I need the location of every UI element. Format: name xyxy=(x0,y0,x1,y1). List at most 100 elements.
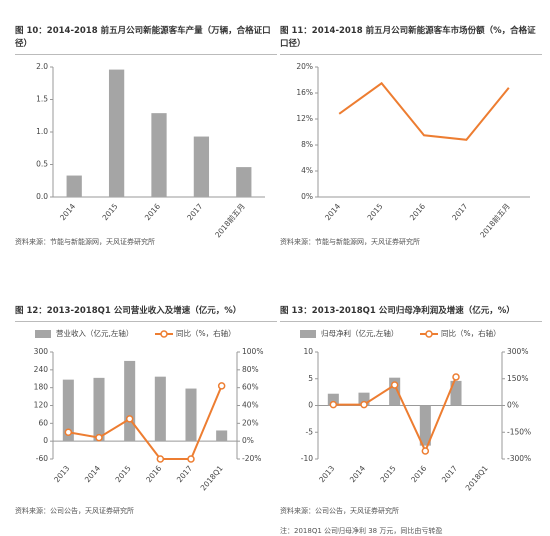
x-tick-label: 2017 xyxy=(440,464,459,485)
y-tick-label: 80% xyxy=(242,365,259,374)
y-tick-label: 240 xyxy=(34,365,49,374)
legend-swatch xyxy=(161,331,167,337)
y-tick-label: 0 xyxy=(43,436,48,445)
x-tick-label: 2014 xyxy=(58,202,77,223)
chart-panel: 图 11：2014-2018 前五月公司新能源客车市场份额（%，合格证口径） 0%… xyxy=(280,25,542,239)
line-marker xyxy=(188,456,194,462)
y-tick-label: 20% xyxy=(296,62,313,71)
line-marker xyxy=(127,416,133,422)
y-tick-label: -60 xyxy=(36,454,48,463)
x-tick-label: 2018前五月 xyxy=(212,201,246,239)
x-tick-label: 2015 xyxy=(365,202,384,223)
y-tick-label: 100% xyxy=(242,347,263,356)
line xyxy=(339,83,509,140)
legend-label: 营业收入（亿元,左轴） xyxy=(56,328,133,338)
x-tick-label: 2014 xyxy=(323,202,342,223)
y-tick-label: 5 xyxy=(308,374,313,383)
line-marker xyxy=(96,435,102,441)
bar xyxy=(93,378,104,441)
bar xyxy=(194,137,209,197)
x-tick-label: 2017 xyxy=(450,202,469,223)
footnote: 注：2018Q1 公司归母净利 38 万元，同比由亏转盈 xyxy=(280,526,442,536)
x-tick-label: 2018Q1 xyxy=(199,464,225,493)
x-tick-label: 2016 xyxy=(144,464,163,485)
chart-panel: 图 12：2013-2018Q1 公司营业收入及增速（亿元，%） -60 0 60 12… xyxy=(15,305,277,501)
y-tick-label: 16% xyxy=(296,88,313,97)
y-tick-label: 4% xyxy=(301,166,313,175)
chart: -60060120180240300-20%0%20%40%60%80%100%… xyxy=(15,326,277,501)
y-tick-label: 0% xyxy=(507,401,519,410)
x-tick-label: 2016 xyxy=(409,464,428,485)
source-note: 资料来源：节能与新能源网，天风证券研究所 xyxy=(15,237,155,247)
y-tick-label: -10 xyxy=(301,454,313,463)
chart: -10 -5 0 5 10 -300% -150% 0% 150% 300% 2013 2014 201… xyxy=(280,326,542,501)
y-tick-label: 60% xyxy=(242,383,259,392)
y-tick-label: 300 xyxy=(34,347,49,356)
x-tick-label: 2013 xyxy=(52,464,71,485)
legend-label: 归母净利（亿元,左轴） xyxy=(321,328,398,338)
line-marker xyxy=(219,383,225,389)
line-marker xyxy=(157,456,163,462)
legend-label: 同比（%，右轴） xyxy=(176,328,236,338)
x-tick-label: 2015 xyxy=(100,202,119,223)
chart-title: 图 11：2014-2018 前五月公司新能源客车市场份额（%，合格证口径） xyxy=(280,25,542,55)
bar xyxy=(185,389,196,442)
y-tick-label: 150% xyxy=(507,374,528,383)
y-tick-label: 40% xyxy=(242,401,259,410)
y-tick-label: -20% xyxy=(242,454,261,463)
y-tick-label: -150% xyxy=(507,427,531,436)
x-tick-label: 2018前五月 xyxy=(477,201,511,239)
chart-panel: 图 13：2013-2018Q1 公司归母净利润及增速（亿元，%） -10 -5 0 5… xyxy=(280,305,542,501)
chart-title: 图 12：2013-2018Q1 公司营业收入及增速（亿元，%） xyxy=(15,305,277,322)
y-tick-label: 0.0 xyxy=(36,192,48,201)
y-tick-label: 0% xyxy=(301,192,313,201)
y-tick-label: 12% xyxy=(296,114,313,123)
y-tick-label: 8% xyxy=(301,140,313,149)
x-tick-label: 2014 xyxy=(348,464,367,485)
chart: 0% 4% 8% 12% 16% 20% 2014 2015 2016 2017 2018前五月 xyxy=(280,59,542,239)
y-tick-label: 1.0 xyxy=(36,127,48,136)
bar xyxy=(236,167,251,197)
line-marker xyxy=(361,402,367,408)
x-tick-label: 2018Q1 xyxy=(464,464,490,493)
bar xyxy=(109,70,124,197)
y-tick-label: 20% xyxy=(242,418,259,427)
y-tick-label: 1.5 xyxy=(36,95,48,104)
line-marker xyxy=(65,429,71,435)
y-tick-label: 10 xyxy=(303,347,313,356)
x-tick-label: 2017 xyxy=(185,202,204,223)
legend-swatch xyxy=(35,330,51,338)
x-tick-label: 2015 xyxy=(379,464,398,485)
chart-title: 图 10：2014-2018 前五月公司新能源客车产量（万辆，合格证口径） xyxy=(15,25,277,55)
y-tick-label: 60 xyxy=(38,418,48,427)
line-marker xyxy=(422,448,428,454)
y-tick-label: 2.0 xyxy=(36,62,48,71)
x-tick-label: 2016 xyxy=(408,202,427,223)
x-tick-label: 2015 xyxy=(114,464,133,485)
x-tick-label: 2014 xyxy=(83,464,102,485)
bar xyxy=(151,113,166,197)
y-tick-label: 120 xyxy=(34,401,49,410)
source-note: 资料来源：节能与新能源网，天风证券研究所 xyxy=(280,237,420,247)
bar xyxy=(124,361,135,441)
legend-swatch xyxy=(300,330,316,338)
x-tick-label: 2013 xyxy=(317,464,336,485)
source-note: 资料来源：公司公告，天风证券研究所 xyxy=(280,506,399,516)
y-tick-label: 0.5 xyxy=(36,160,48,169)
legend-label: 同比（%，右轴） xyxy=(441,328,501,338)
y-tick-label: -5 xyxy=(306,427,314,436)
chart: 0.0 0.5 1.0 1.5 2.0 2014 2015 2016 2017 2018前五月 xyxy=(15,59,277,239)
line-marker xyxy=(453,374,459,380)
bar xyxy=(216,430,227,441)
line xyxy=(68,386,221,459)
y-tick-label: -300% xyxy=(507,454,531,463)
y-tick-label: 300% xyxy=(507,347,528,356)
line-marker xyxy=(330,402,336,408)
legend-swatch xyxy=(426,331,432,337)
bar xyxy=(67,176,82,197)
chart-title: 图 13：2013-2018Q1 公司归母净利润及增速（亿元，%） xyxy=(280,305,542,322)
x-tick-label: 2016 xyxy=(143,202,162,223)
bar xyxy=(155,377,166,441)
y-tick-label: 0 xyxy=(308,401,313,410)
